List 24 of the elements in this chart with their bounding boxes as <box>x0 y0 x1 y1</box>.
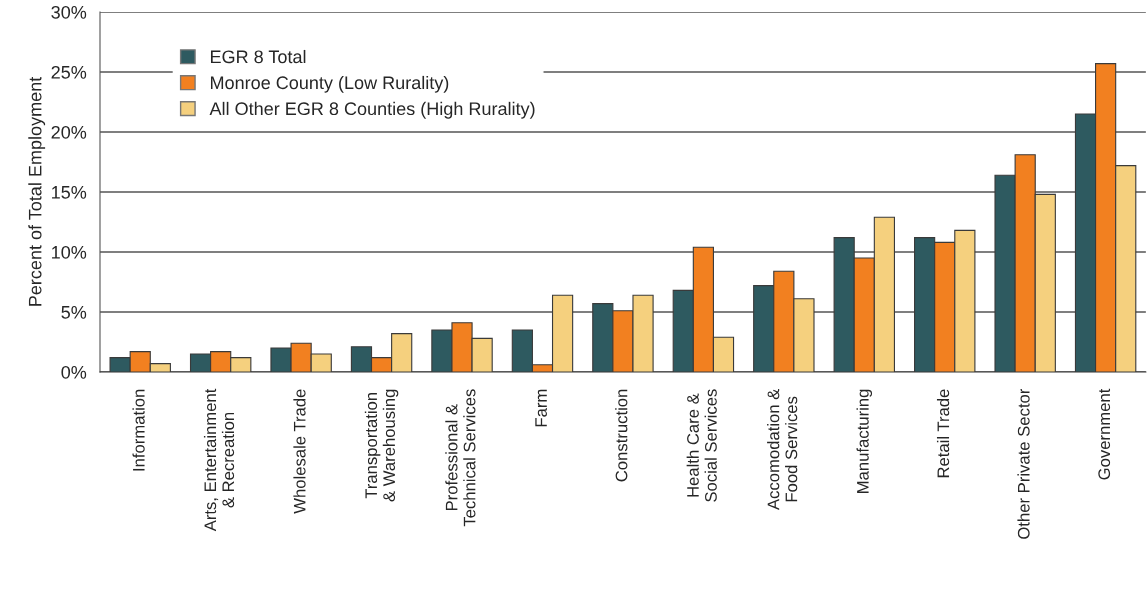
y-tick-label: 15% <box>52 186 87 199</box>
x-tick-label: Transportation & Warehousing <box>364 389 399 502</box>
x-tick-label: Information <box>132 389 145 471</box>
legend-label: EGR 8 Total <box>210 49 306 64</box>
y-axis-title: Percent of Total Employment <box>28 76 46 306</box>
x-tick-label: Government <box>1098 388 1111 480</box>
y-tick-label: 0% <box>61 365 87 379</box>
x-tick-label: Retail Trade <box>936 389 950 478</box>
x-tick-label: Professional & Technical Services <box>445 389 476 527</box>
y-tick-label: 25% <box>51 65 87 79</box>
x-tick-label: Arts, Entertainment & Recreation <box>203 388 235 532</box>
x-tick-label: Wholesale Trade <box>293 389 306 514</box>
legend-label: Monroe County (Low Rurality) <box>210 75 449 93</box>
y-tick-label: 5% <box>61 306 87 319</box>
x-tick-label: Construction <box>615 389 628 482</box>
y-tick-label: 30% <box>51 5 87 19</box>
legend-label: All Other EGR 8 Counties (High Rurality) <box>209 101 535 119</box>
x-tick-label: Manufacturing <box>856 389 873 493</box>
x-tick-label: Other Private Sector <box>1017 388 1030 539</box>
x-tick-label: Health Care & Social Services <box>686 389 717 502</box>
x-tick-label: Farm <box>535 389 547 427</box>
y-tick-label: 20% <box>51 125 87 139</box>
x-tick-label: Accomodation & Food Services <box>767 388 798 510</box>
y-tick-label: 10% <box>52 245 87 259</box>
